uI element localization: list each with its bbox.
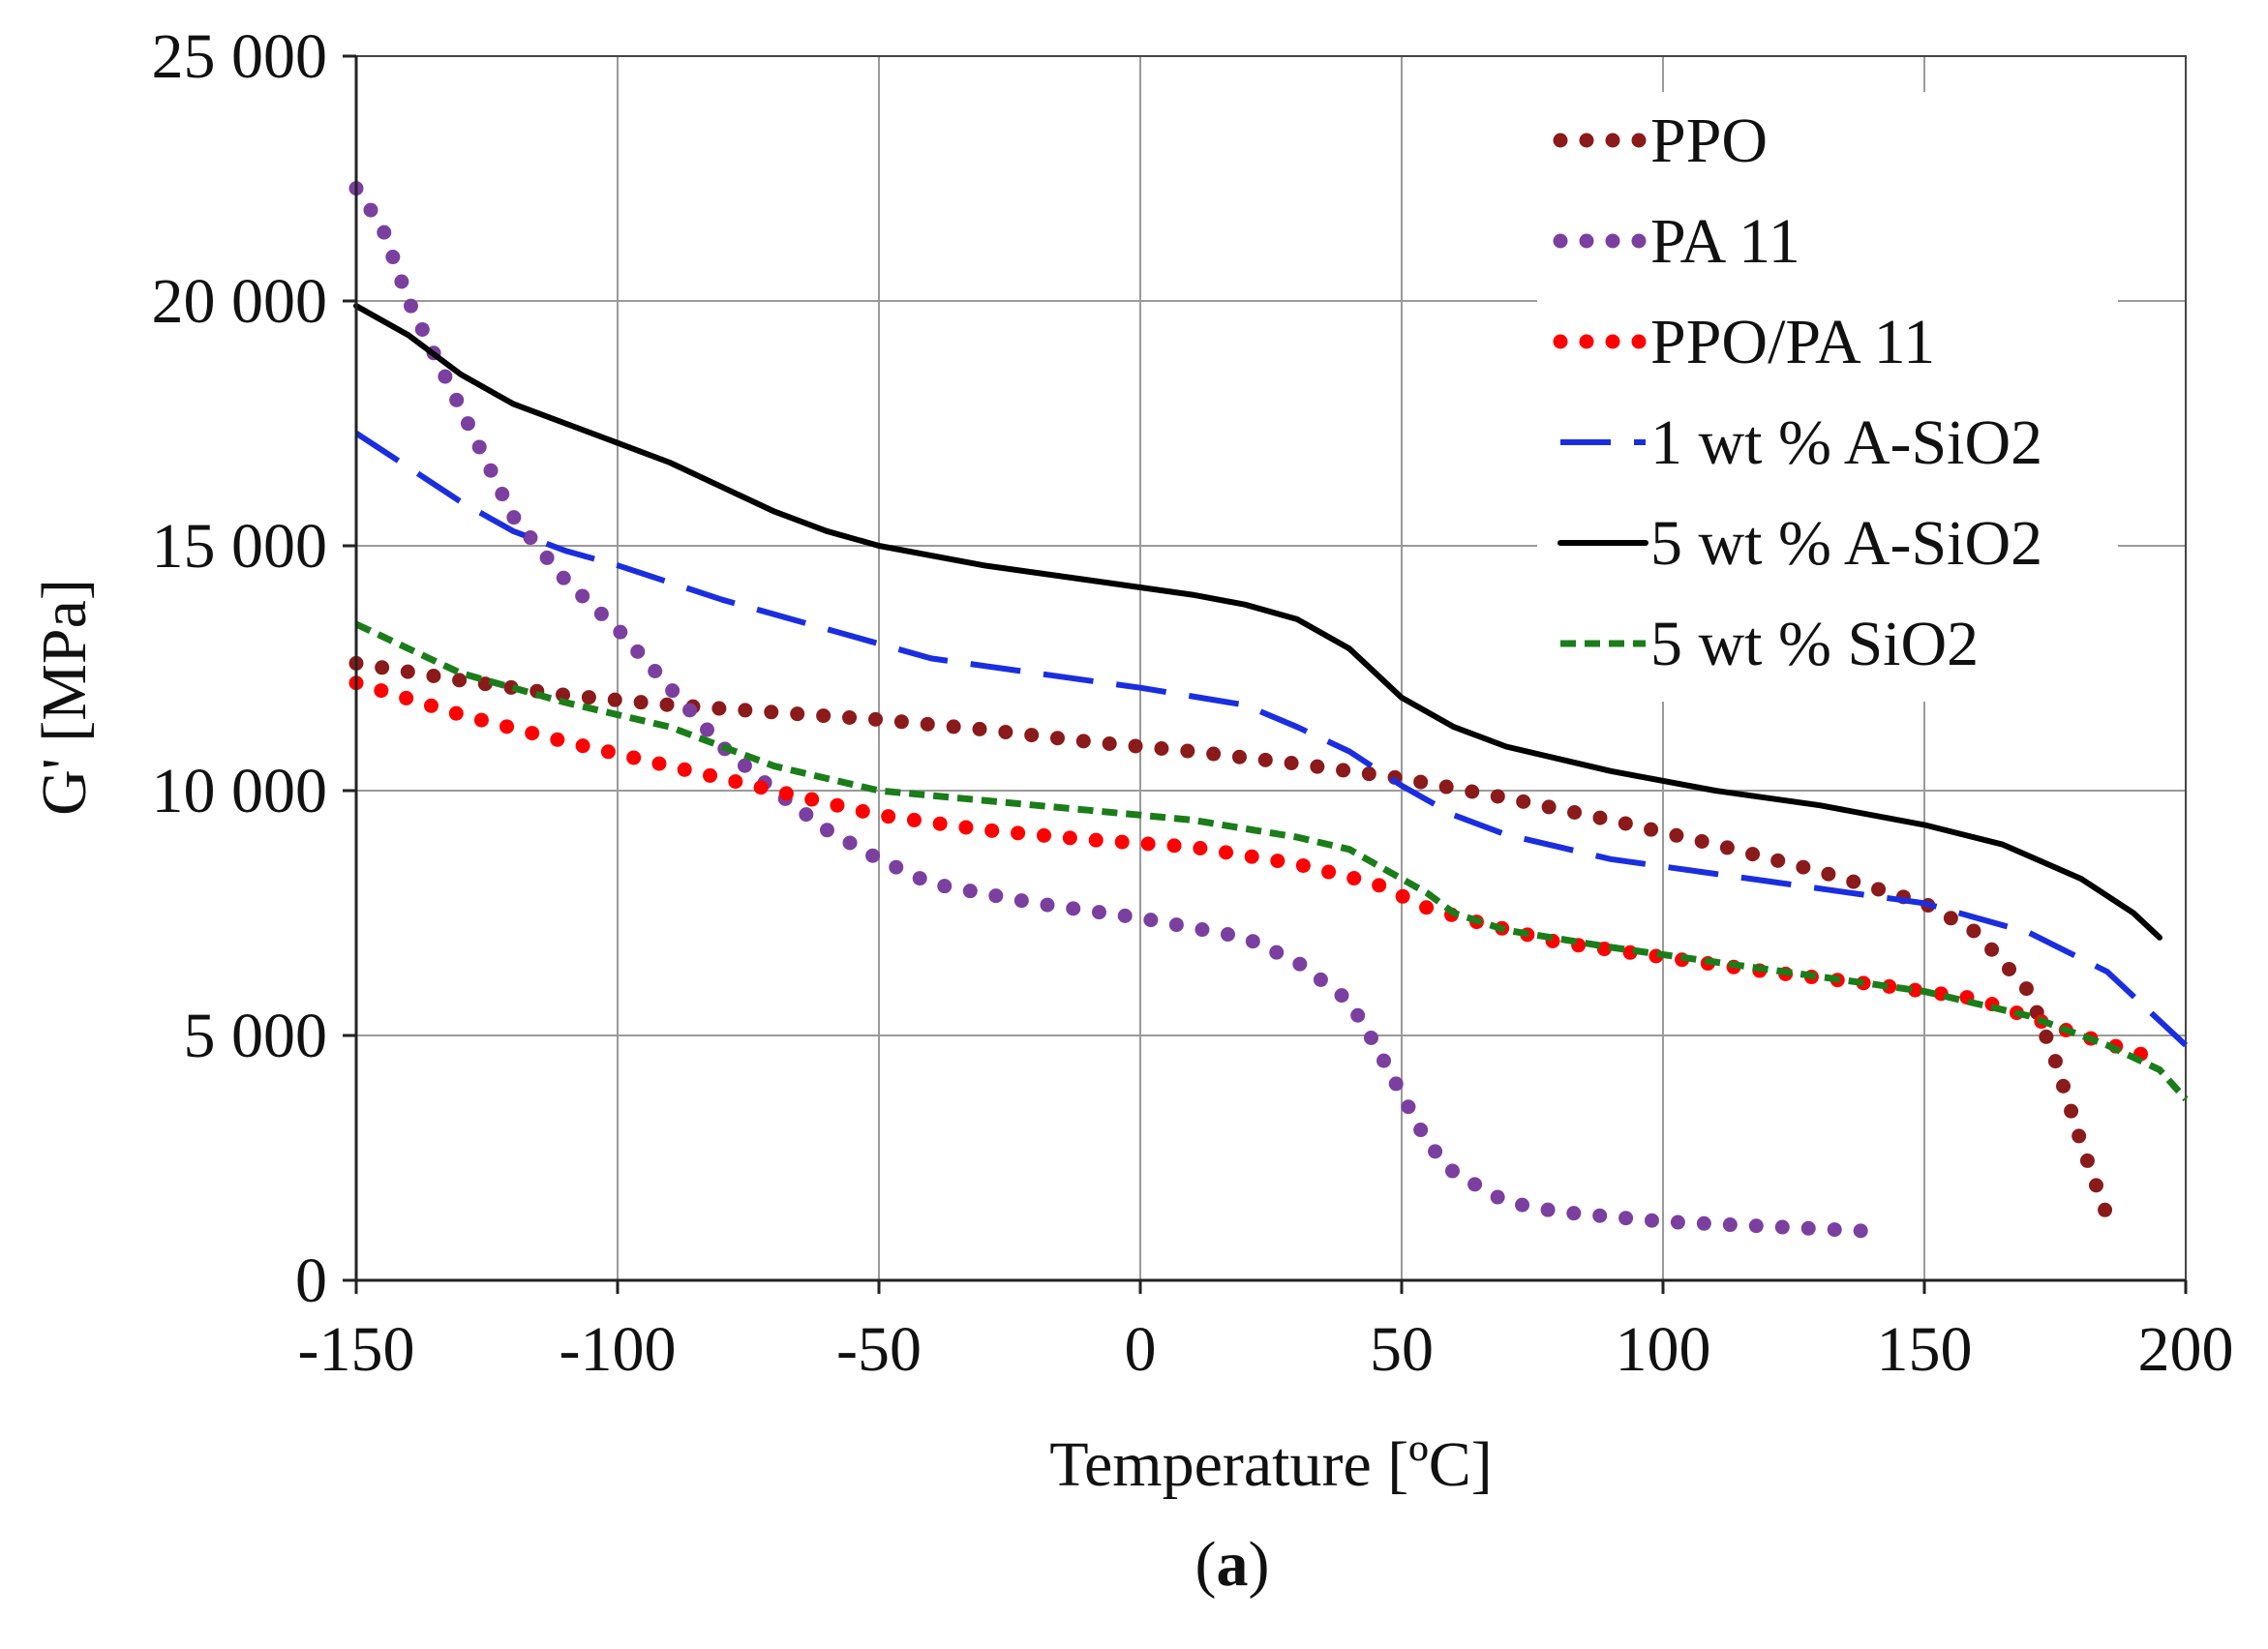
x-tick-label: -50	[836, 1314, 922, 1385]
y-tick-label: 0	[295, 1245, 327, 1316]
panel-label-letter: a	[1217, 1529, 1249, 1600]
y-axis-title: G' [MPa]	[29, 579, 100, 816]
legend-label-1-wt-a-sio2: 1 wt % A-SiO2	[1650, 407, 2042, 478]
x-tick-label: 150	[1877, 1314, 1973, 1385]
x-tick-label: 100	[1616, 1314, 1711, 1385]
legend-label-5-wt-a-sio2: 5 wt % A-SiO2	[1650, 508, 2042, 579]
series-line-ppo-pa-11	[348, 675, 2167, 1067]
x-tick-label: 0	[1125, 1314, 1157, 1385]
y-tick-label: 10 000	[152, 756, 328, 826]
legend: PPO PA 11 PPO/PA 11 1 wt % A-SiO2 5 wt % A-S…	[1553, 105, 2042, 679]
series-line-1-wt-a-sio2	[354, 431, 2189, 1048]
series-lines	[348, 181, 2189, 1239]
legend-label-ppo: PPO	[1650, 105, 1768, 176]
y-tick-label: 20 000	[152, 266, 328, 337]
axes	[343, 54, 2188, 1294]
x-tick-label: -150	[298, 1314, 415, 1385]
y-tick-label: 25 000	[152, 21, 328, 92]
legend-label-5-wt-sio2: 5 wt % SiO2	[1650, 609, 1979, 679]
y-tick-label: 15 000	[152, 511, 328, 582]
series-line-ppo	[348, 655, 2115, 1224]
panel-label-close-paren: )	[1249, 1529, 1270, 1600]
series-line-5-wt-sio2	[354, 620, 2189, 1102]
tick-labels: -150 -100 -50 0 50 100 150 200 0 5 000 10 000 15 00…	[152, 21, 2234, 1385]
y-tick-label: 5 000	[184, 1001, 328, 1071]
x-axis-title: Temperature [ºC]	[1049, 1429, 1492, 1500]
series-line-5-wt-a-sio2	[353, 303, 2162, 941]
legend-label-ppo-pa-11: PPO/PA 11	[1650, 307, 1935, 377]
panel-label: (a)	[1195, 1529, 1270, 1600]
panel-label-open-paren: (	[1195, 1529, 1217, 1600]
x-tick-label: -100	[559, 1314, 677, 1385]
series-line-pa-11	[348, 181, 1880, 1239]
legend-label-pa-11: PA 11	[1650, 206, 1800, 277]
x-tick-label: 200	[2138, 1314, 2234, 1385]
x-tick-label: 50	[1370, 1314, 1434, 1385]
legend-box	[1537, 92, 2118, 702]
